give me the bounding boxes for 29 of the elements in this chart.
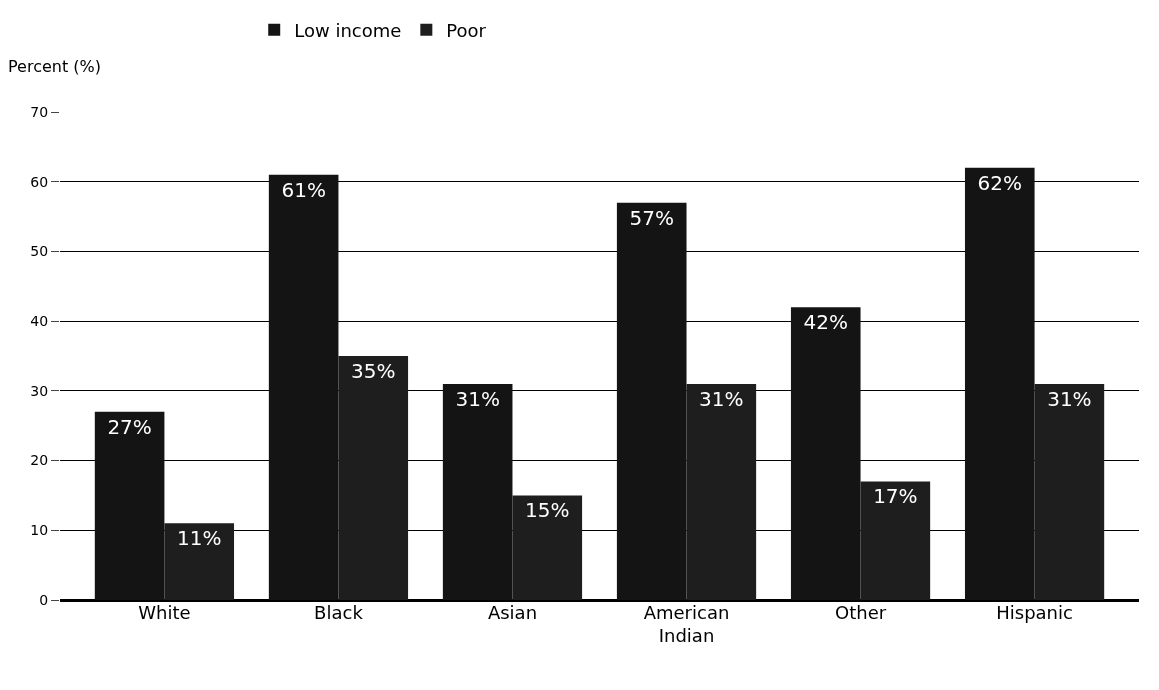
x-tick-label: Asian	[487, 602, 538, 623]
data-label: 31%	[699, 386, 744, 411]
data-label: 11%	[177, 526, 222, 551]
data-label: 61%	[281, 177, 326, 202]
y-tick-label: 40	[30, 313, 49, 330]
data-label: 17%	[873, 484, 918, 509]
x-tick-label: Other	[835, 602, 887, 623]
data-label: 31%	[1047, 386, 1092, 411]
x-tick-label: Black	[314, 602, 364, 623]
y-tick-label: 50	[30, 243, 49, 260]
y-tick-label: 0	[39, 591, 49, 608]
x-tick-label: White	[138, 602, 191, 623]
y-tick-label: 60	[30, 173, 49, 190]
data-label: 62%	[977, 170, 1022, 195]
data-label: 15%	[525, 498, 570, 523]
y-axis-title: Percent (%)	[8, 57, 101, 76]
legend-label: Poor	[446, 19, 487, 41]
data-label: 35%	[351, 359, 396, 383]
data-label: 27%	[107, 414, 152, 439]
data-label: 57%	[629, 205, 674, 230]
legend-label: Low income	[294, 19, 402, 41]
y-tick-label: 30	[30, 382, 49, 399]
y-tick-label: 10	[30, 522, 49, 539]
data-label: 42%	[803, 310, 848, 335]
data-label: 31%	[455, 386, 500, 411]
x-tick-label: American Indian	[643, 602, 730, 647]
y-tick-label: 20	[30, 452, 49, 469]
y-tick-label: 70	[30, 103, 49, 120]
x-tick-label: Hispanic	[996, 602, 1073, 623]
